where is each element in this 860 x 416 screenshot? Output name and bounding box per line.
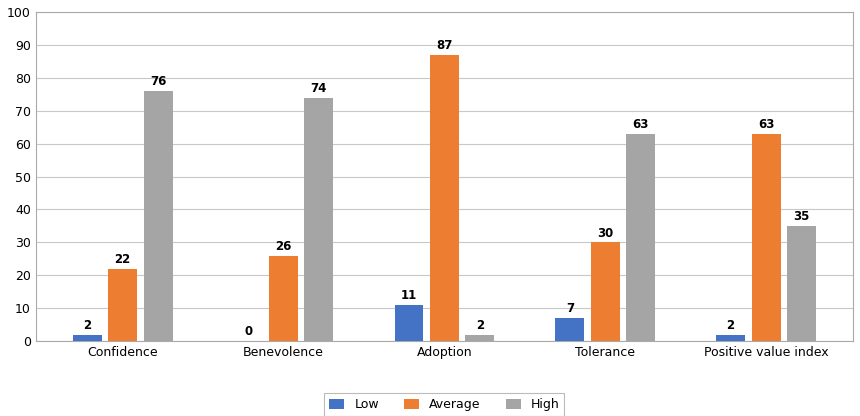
Bar bbox=[591, 243, 620, 341]
Text: 26: 26 bbox=[275, 240, 292, 253]
Bar bbox=[626, 134, 655, 341]
Bar bbox=[787, 226, 816, 341]
Text: 76: 76 bbox=[150, 75, 166, 88]
Text: 35: 35 bbox=[793, 210, 809, 223]
Bar bbox=[108, 269, 137, 341]
Text: 22: 22 bbox=[114, 253, 131, 266]
Text: 2: 2 bbox=[727, 319, 734, 332]
Bar bbox=[73, 334, 101, 341]
Bar bbox=[556, 318, 584, 341]
Bar bbox=[269, 255, 298, 341]
Bar bbox=[430, 55, 459, 341]
Text: 2: 2 bbox=[83, 319, 91, 332]
Text: 87: 87 bbox=[436, 39, 452, 52]
Bar bbox=[395, 305, 423, 341]
Bar bbox=[465, 334, 494, 341]
Text: 30: 30 bbox=[597, 227, 613, 240]
Text: 2: 2 bbox=[476, 319, 484, 332]
Bar bbox=[752, 134, 781, 341]
Text: 7: 7 bbox=[566, 302, 574, 315]
Bar bbox=[304, 97, 334, 341]
Text: 11: 11 bbox=[401, 289, 417, 302]
Bar bbox=[144, 91, 173, 341]
Text: 63: 63 bbox=[632, 118, 648, 131]
Text: 0: 0 bbox=[244, 325, 252, 339]
Text: 74: 74 bbox=[310, 82, 327, 95]
Bar bbox=[716, 334, 745, 341]
Text: 63: 63 bbox=[758, 118, 774, 131]
Legend: Low, Average, High: Low, Average, High bbox=[324, 394, 564, 416]
